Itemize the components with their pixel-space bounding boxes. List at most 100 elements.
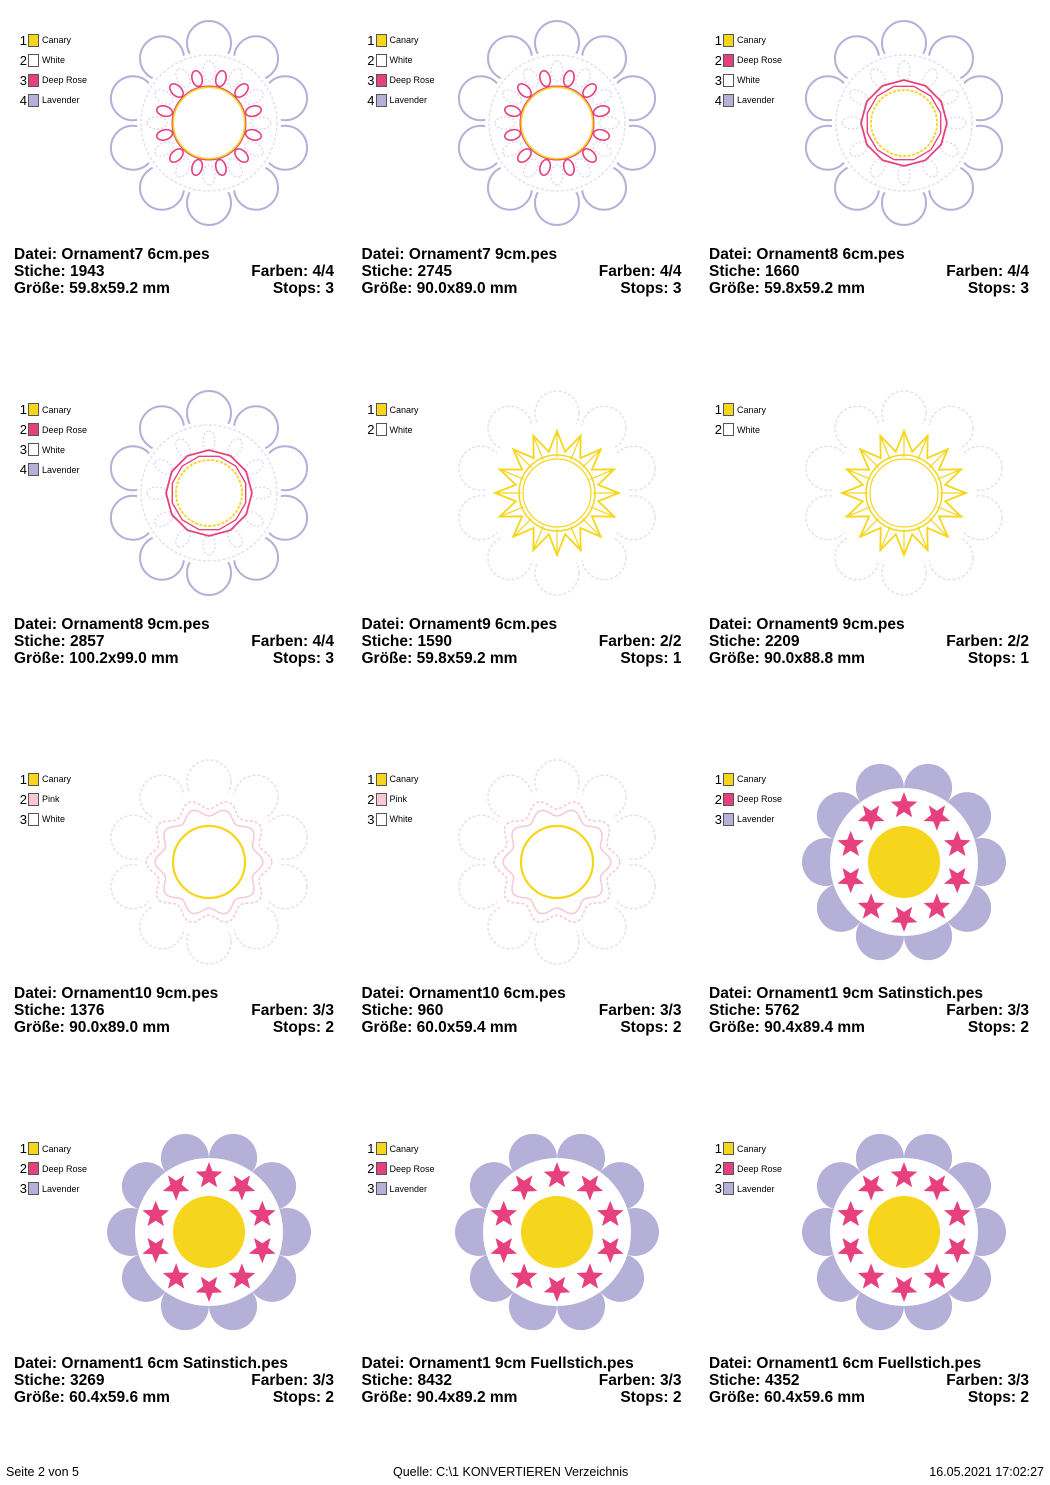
star-motif	[489, 1200, 517, 1226]
loop-outline	[250, 116, 272, 130]
center-ring	[519, 824, 594, 900]
info-left: Stiche: 3269	[14, 1372, 104, 1389]
color-count: 3/3	[1007, 1371, 1029, 1389]
design-info: Datei: Ornament7 9cm.pes Stiche: 2745 Farb…	[362, 246, 682, 297]
thread-color-swatch	[28, 792, 39, 806]
star-motif	[923, 1174, 951, 1201]
thread-number: 1	[19, 402, 27, 417]
center-ring	[870, 89, 938, 157]
inner-background	[484, 790, 629, 934]
thread-number: 2	[19, 791, 27, 807]
center-ring-edge	[519, 85, 594, 161]
thread-number: 3	[714, 1181, 722, 1196]
star-motif	[857, 893, 885, 919]
info-row: Datei: Ornament9 6cm.pes	[362, 616, 682, 633]
info-left: Stiche: 2745	[362, 263, 452, 280]
info-left: Stiche: 1590	[362, 633, 452, 650]
wave-outline	[492, 801, 621, 923]
info-left: Stiche: 1376	[14, 1002, 104, 1019]
stitch-count: 8432	[417, 1371, 452, 1389]
outer-guide	[140, 54, 278, 192]
info-row: Größe: 60.0x59.4 mm Stops: 2	[362, 1019, 682, 1036]
thread-number: 3	[19, 442, 27, 457]
info-row: Stiche: 2209 Farben: 2/2	[709, 633, 1029, 650]
ray-line	[498, 505, 524, 517]
stops-label: Stops:	[272, 1019, 322, 1036]
info-right: Farben: 4/4	[599, 263, 682, 280]
thread-color-swatch	[375, 792, 387, 806]
thread-number: 1	[714, 402, 722, 417]
info-row: Datei: Ornament1 6cm Fuellstich.pes	[709, 1355, 1029, 1372]
file-label: Datei:	[361, 1354, 405, 1372]
stop-count: 2	[325, 1019, 334, 1036]
info-left: Datei: Ornament9 9cm.pes	[709, 616, 905, 633]
file-name: Ornament10 6cm.pes	[408, 985, 566, 1002]
info-left: Stiche: 8432	[362, 1372, 452, 1389]
ray-line	[569, 434, 581, 460]
thread-number: 2	[714, 791, 722, 807]
star-motif	[837, 868, 865, 894]
thread-name: Deep Rose	[42, 75, 88, 85]
thread-name: Canary	[42, 404, 72, 415]
info-row: Stiche: 3269 Farben: 3/3	[14, 1372, 334, 1389]
thread-legend-item: 3 Lavender	[711, 1179, 782, 1199]
color-count: 3/3	[312, 1371, 334, 1389]
file-name: Ornament8 6cm.pes	[756, 246, 905, 263]
info-row: Größe: 59.8x59.2 mm Stops: 1	[362, 650, 682, 667]
info-row: Stiche: 2745 Farben: 4/4	[362, 263, 682, 280]
center-ring	[519, 85, 594, 161]
stops-label: Stops:	[967, 1019, 1017, 1036]
center-fill	[868, 1195, 940, 1268]
colors-label: Farben:	[946, 263, 1004, 280]
loop-outline	[591, 89, 612, 105]
info-right: Stops: 1	[968, 650, 1029, 667]
color-count: 3/3	[659, 1002, 682, 1019]
ray-line	[859, 448, 879, 468]
thread-legend: 1 Canary 2 Deep Rose 3 White 4 Lavender	[711, 30, 782, 110]
thread-color-swatch	[28, 73, 39, 87]
info-left: Größe: 90.0x89.0 mm	[14, 1019, 170, 1036]
file-label: Datei:	[14, 246, 58, 263]
loop-outline	[493, 116, 516, 130]
info-row: Stiche: 5762 Farben: 3/3	[709, 1002, 1029, 1019]
thread-legend-item: 2 White	[16, 50, 87, 70]
thread-name: Canary	[42, 35, 72, 45]
color-count: 2/2	[1007, 632, 1029, 650]
ray-line	[532, 525, 544, 551]
loop-outline	[597, 116, 620, 130]
color-count: 2/2	[659, 632, 682, 650]
design-size: 59.8x59.2 mm	[764, 280, 865, 297]
color-count: 3/3	[659, 1371, 682, 1389]
thread-number: 4	[367, 92, 375, 108]
stops-label: Stops:	[272, 649, 322, 667]
design-size: 90.0x88.8 mm	[764, 649, 865, 667]
thread-color-swatch	[723, 423, 734, 436]
thread-name: Canary	[42, 774, 72, 784]
thread-color-swatch	[28, 403, 39, 416]
loop-outline	[501, 89, 522, 105]
thread-legend-item: 2 Pink	[16, 789, 71, 809]
thread-name: Deep Rose	[42, 424, 88, 435]
loop-outline	[574, 158, 591, 178]
thread-legend: 1 Canary 2 White 3 Deep Rose 4 Lavender	[364, 30, 434, 110]
colors-label: Farben:	[598, 632, 656, 650]
stitch-label: Stiche:	[709, 1002, 761, 1019]
thread-color-swatch	[28, 1162, 39, 1175]
design-size: 60.4x59.6 mm	[764, 1388, 865, 1406]
star-motif	[510, 1262, 537, 1289]
thread-color-swatch	[28, 1182, 39, 1195]
inner-background	[832, 51, 976, 195]
thread-number: 4	[714, 92, 722, 108]
design-card: 1 Canary 2 Deep Rose 3 White 4 Lavender Datei: O…	[695, 0, 1040, 369]
file-name: Ornament1 6cm Satinstich.pes	[61, 1354, 288, 1372]
design-info: Datei: Ornament1 9cm Satinstich.pes Stich…	[709, 985, 1029, 1036]
design-info: Datei: Ornament1 6cm Satinstich.pes Stich…	[14, 1355, 334, 1406]
star-motif	[923, 805, 951, 831]
info-left: Stiche: 4352	[709, 1372, 799, 1389]
file-name: Ornament7 6cm.pes	[61, 246, 210, 263]
thread-number: 3	[19, 72, 27, 88]
design-size: 59.8x59.2 mm	[416, 649, 518, 667]
loop-outline	[227, 68, 243, 88]
design-card: 1 Canary 2 Pink 3 White Datei: Ornament10 6cm.…	[348, 739, 693, 1108]
thread-color-swatch	[723, 73, 734, 87]
